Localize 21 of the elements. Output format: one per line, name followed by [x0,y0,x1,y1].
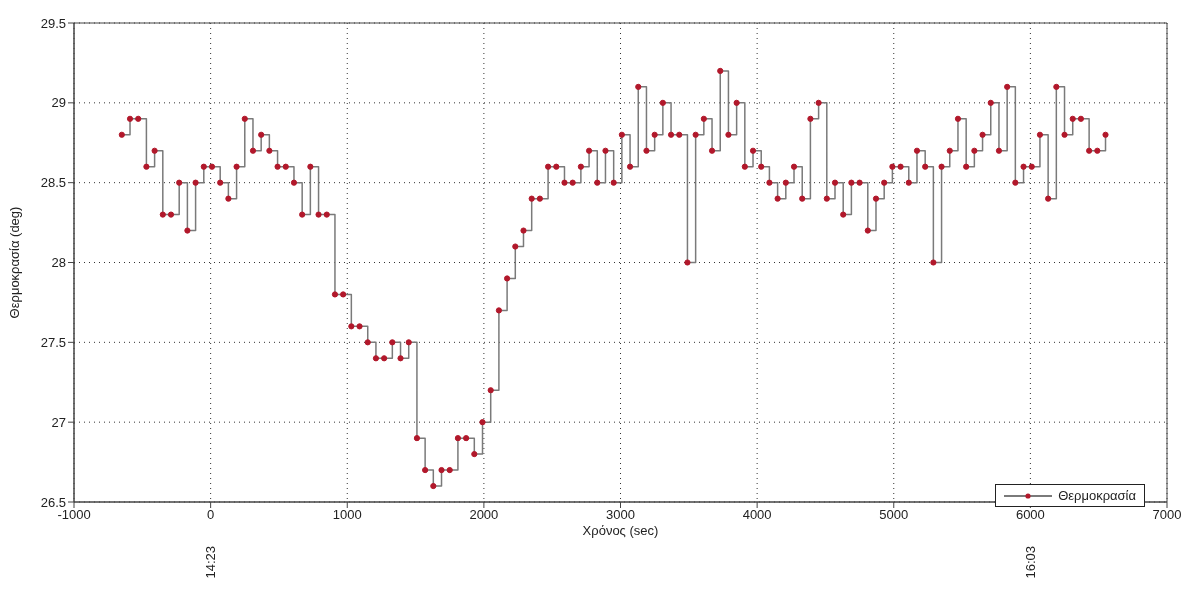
y-tick-label: 26.5 [40,494,66,510]
y-tick-label: 27 [51,414,66,430]
x-tick-label: 4000 [742,507,772,523]
y-axis-title: Θερμοκρασία (deg) [6,206,22,319]
x2-tick-label: 14:23 [203,546,219,579]
x-tick-label: -1000 [57,507,91,523]
x-tick-label: 2000 [469,507,499,523]
x-tick-label: 1000 [332,507,362,523]
x-tick-label: 3000 [606,507,635,523]
x-tick-label: 7000 [1152,507,1182,523]
legend-label: Θερμοκρασία [1058,488,1136,503]
y-tick-label: 28.5 [40,175,66,191]
x-axis-title: Χρόνος (sec) [582,523,659,539]
y-tick-label: 29 [51,95,66,111]
x-tick-label: 0 [207,507,215,523]
x2-tick-label: 16:03 [1022,546,1038,579]
y-tick-label: 29.5 [40,15,66,31]
y-tick-label: 28 [51,255,66,271]
y-tick-label: 27.5 [40,334,66,350]
x-tick-label: 6000 [1015,507,1045,523]
x-tick-label: 5000 [879,507,909,523]
